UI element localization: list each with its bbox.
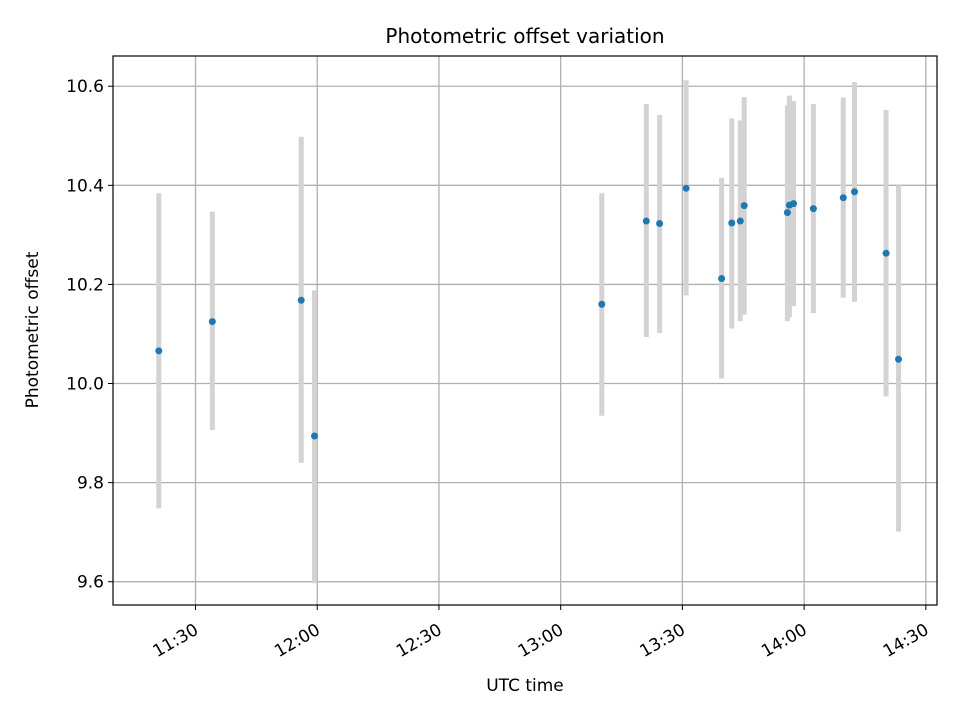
data-point: [598, 300, 606, 308]
data-point: [809, 205, 817, 213]
data-point: [740, 202, 748, 210]
data-point: [682, 184, 690, 192]
y-tick-label: 9.8: [77, 474, 104, 494]
x-tick-label: 13:30: [636, 620, 688, 662]
data-point: [882, 249, 890, 257]
y-tick-label: 10.0: [66, 375, 104, 395]
data-point: [895, 355, 903, 363]
y-tick-label: 10.6: [66, 77, 104, 97]
error-bars: [156, 80, 902, 584]
data-point: [642, 217, 650, 225]
data-point: [790, 200, 798, 208]
data-point: [297, 296, 305, 304]
data-point: [718, 274, 726, 282]
data-point: [208, 318, 216, 326]
y-tick-label: 10.4: [66, 176, 104, 196]
x-tick-label: 12:30: [393, 620, 445, 662]
chart-title: Photometric offset variation: [385, 24, 664, 48]
y-tick-label: 10.2: [66, 275, 104, 295]
x-tick-label: 12:00: [271, 620, 323, 662]
x-axis-label: UTC time: [486, 676, 564, 696]
data-point: [728, 219, 736, 227]
x-ticks: 11:30 12:00 12:30 13:00 13:30 14:00 14:30: [150, 605, 932, 662]
y-tick-label: 9.6: [77, 573, 104, 593]
data-point: [736, 217, 744, 225]
data-point: [311, 432, 319, 440]
x-tick-label: 11:30: [150, 620, 202, 662]
data-point: [850, 188, 858, 196]
data-point: [155, 347, 163, 355]
plot-frame: [112, 55, 938, 606]
data-point: [839, 194, 847, 202]
data-point: [656, 219, 664, 227]
y-axis-label: Photometric offset: [23, 251, 43, 408]
data-points: [155, 184, 903, 440]
y-ticks: 9.6 9.8 10.0 10.2 10.4 10.6: [66, 77, 113, 593]
data-point: [783, 209, 791, 217]
x-tick-label: 14:00: [758, 620, 810, 662]
grid: [113, 56, 937, 605]
x-tick-label: 14:30: [880, 620, 932, 662]
x-tick-label: 13:00: [515, 620, 567, 662]
